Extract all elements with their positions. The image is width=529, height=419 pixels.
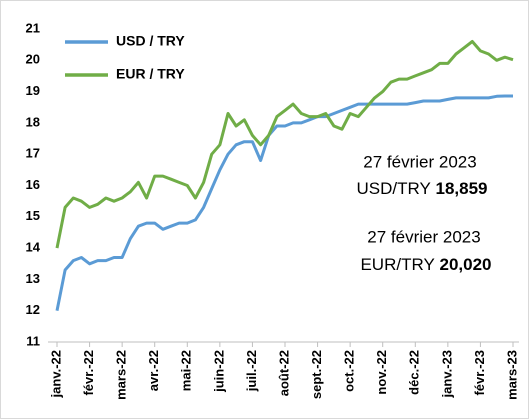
x-tick-label: janv.-22 (48, 350, 63, 398)
x-tick-label: janv.-23 (439, 350, 454, 398)
legend-label: USD / TRY (116, 33, 185, 49)
x-tick-label: oct.-22 (342, 350, 357, 392)
legend-label: EUR / TRY (116, 66, 185, 82)
y-tick-label: 12 (26, 302, 40, 317)
annotation-label: USD/TRY (356, 179, 430, 198)
x-tick-label: mai-22 (179, 350, 194, 391)
y-tick-label: 11 (26, 333, 40, 348)
y-tick-label: 20 (26, 52, 40, 67)
series-line (55, 40, 514, 249)
annotation-date: 27 février 2023 (363, 152, 476, 171)
x-tick-label: juil.-22 (244, 350, 259, 392)
x-tick-label: juin-22 (211, 350, 226, 393)
x-tick-label: févr.-23 (472, 350, 487, 396)
x-tick-label: avr.-22 (146, 350, 161, 391)
x-tick-label: déc.-22 (407, 350, 422, 395)
y-tick-label: 14 (26, 240, 41, 255)
annotation-date: 27 février 2023 (367, 227, 480, 246)
x-tick-label: nov.-22 (374, 350, 389, 395)
y-tick-label: 17 (26, 146, 40, 161)
y-tick-label: 16 (26, 177, 40, 192)
y-tick-label: 15 (26, 208, 40, 223)
x-tick-label: févr.-22 (81, 350, 96, 396)
x-tick-label: mars-23 (504, 350, 519, 400)
annotation-label: EUR/TRY (360, 255, 434, 274)
y-tick-label: 13 (26, 271, 40, 286)
annotation-number: 18,859 (436, 179, 488, 198)
annotation-value: EUR/TRY 20,020 (360, 255, 491, 274)
y-tick-label: 19 (26, 83, 40, 98)
series-line (55, 94, 513, 311)
x-tick-label: août-22 (276, 350, 291, 396)
x-tick-label: mars-22 (114, 350, 129, 400)
y-tick-label: 21 (26, 20, 40, 35)
y-tick-label: 18 (26, 114, 40, 129)
annotation-value: USD/TRY 18,859 (356, 179, 487, 198)
x-tick-label: sept.-22 (309, 350, 324, 399)
annotation-number: 20,020 (440, 255, 492, 274)
